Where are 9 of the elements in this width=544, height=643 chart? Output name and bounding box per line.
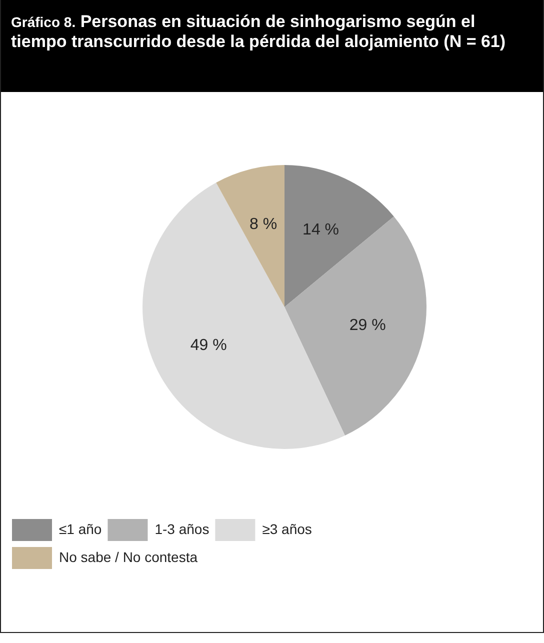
data-label: 29 % (349, 316, 386, 334)
legend-label: ≤1 año (59, 520, 102, 537)
legend-label: 1-3 años (154, 520, 210, 537)
data-label: 49 % (190, 337, 227, 354)
chart-title: Gráfico 8. Personas en situación de sinhogarismo según el tiempo transcurrido desde la pérdida del alojamiento (N = 61) (1, 0, 543, 92)
data-label: 8 % (250, 216, 278, 233)
legend-label: ≥3 años (262, 520, 312, 537)
data-label: 14 % (302, 221, 340, 238)
legend-label: No sabe / No contesta (59, 548, 198, 565)
